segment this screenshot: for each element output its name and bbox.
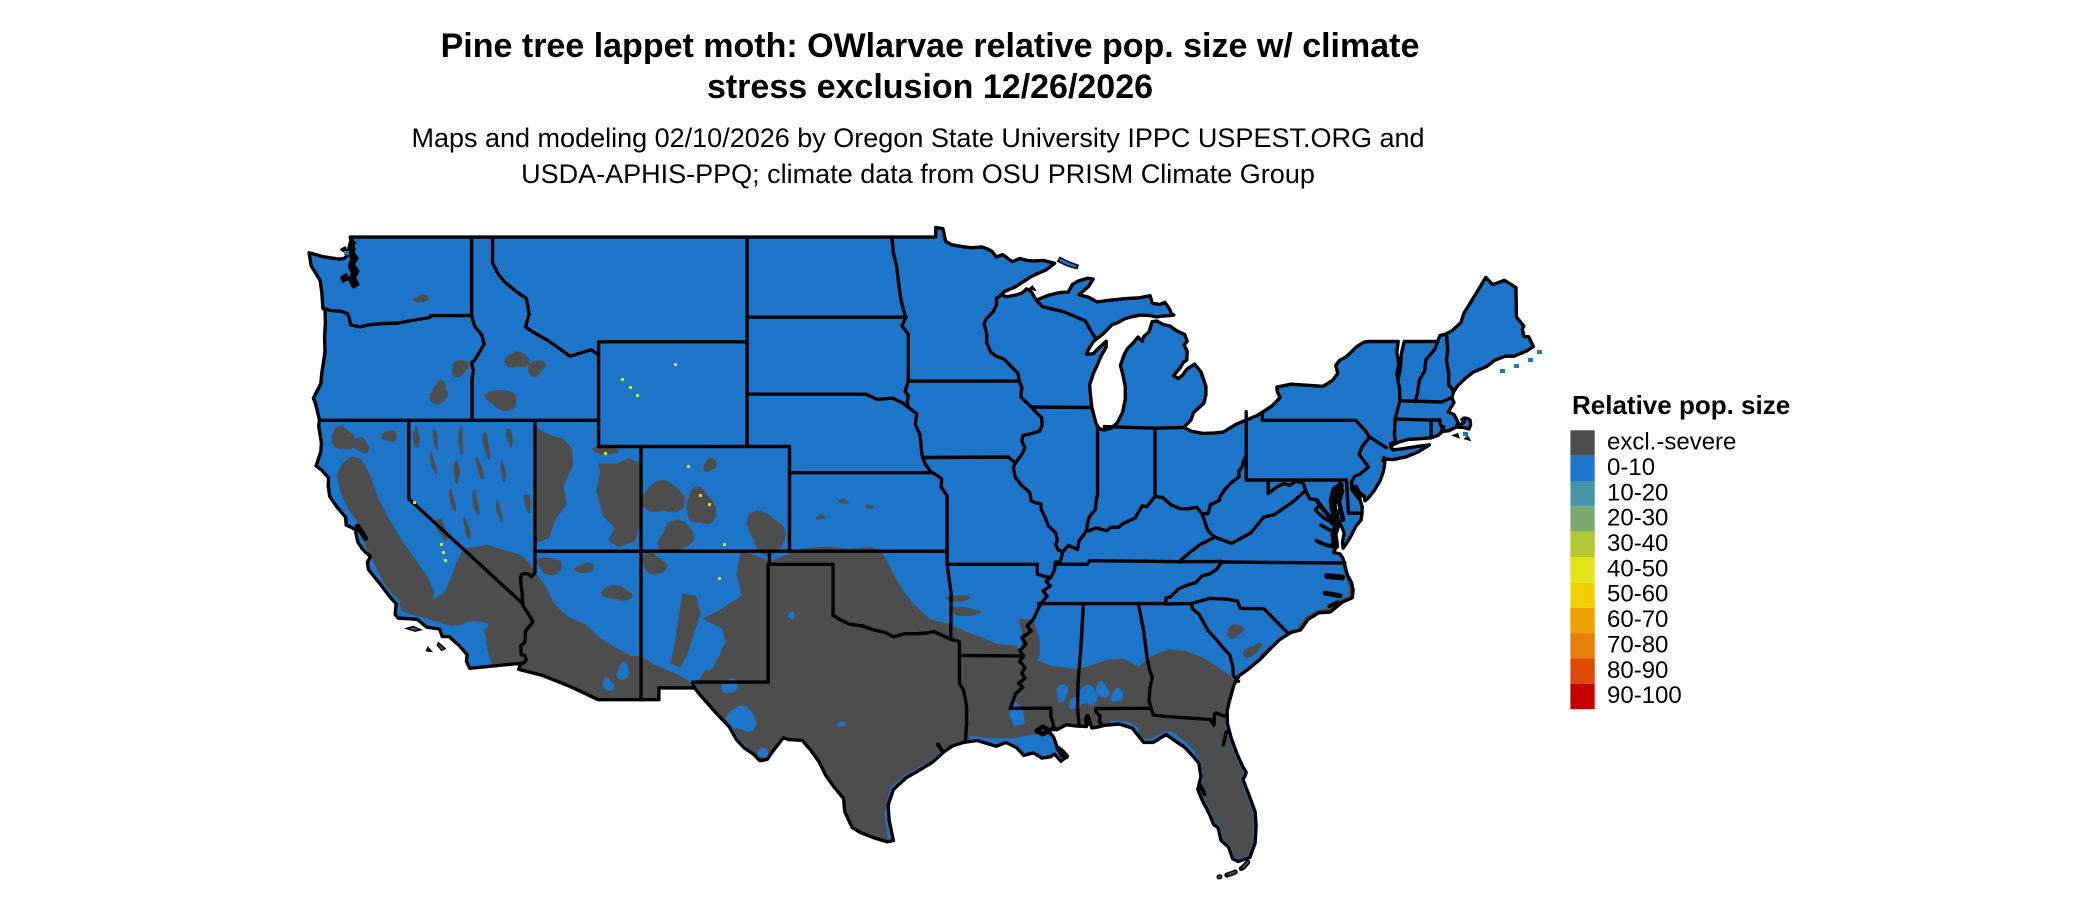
svg-text:Pine tree lappet moth: OWlarva: Pine tree lappet moth: OWlarvae relative… bbox=[441, 27, 1420, 65]
svg-text:70-80: 70-80 bbox=[1607, 631, 1668, 658]
svg-text:Maps and modeling 02/10/2026 b: Maps and modeling 02/10/2026 by Oregon S… bbox=[411, 123, 1424, 153]
svg-text:stress exclusion 12/26/2026: stress exclusion 12/26/2026 bbox=[707, 68, 1153, 106]
svg-text:40-50: 40-50 bbox=[1607, 555, 1668, 582]
svg-text:80-90: 80-90 bbox=[1607, 657, 1668, 684]
svg-text:90-100: 90-100 bbox=[1607, 682, 1682, 709]
svg-text:50-60: 50-60 bbox=[1607, 581, 1668, 608]
svg-text:20-30: 20-30 bbox=[1607, 505, 1668, 532]
svg-text:excl.-severe: excl.-severe bbox=[1607, 429, 1736, 456]
svg-text:30-40: 30-40 bbox=[1607, 530, 1668, 557]
svg-text:60-70: 60-70 bbox=[1607, 606, 1668, 633]
svg-text:0-10: 0-10 bbox=[1607, 454, 1655, 481]
svg-text:Relative pop. size: Relative pop. size bbox=[1572, 390, 1790, 420]
svg-text:USDA-APHIS-PPQ; climate data f: USDA-APHIS-PPQ; climate data from OSU PR… bbox=[521, 159, 1315, 189]
svg-text:10-20: 10-20 bbox=[1607, 479, 1668, 506]
